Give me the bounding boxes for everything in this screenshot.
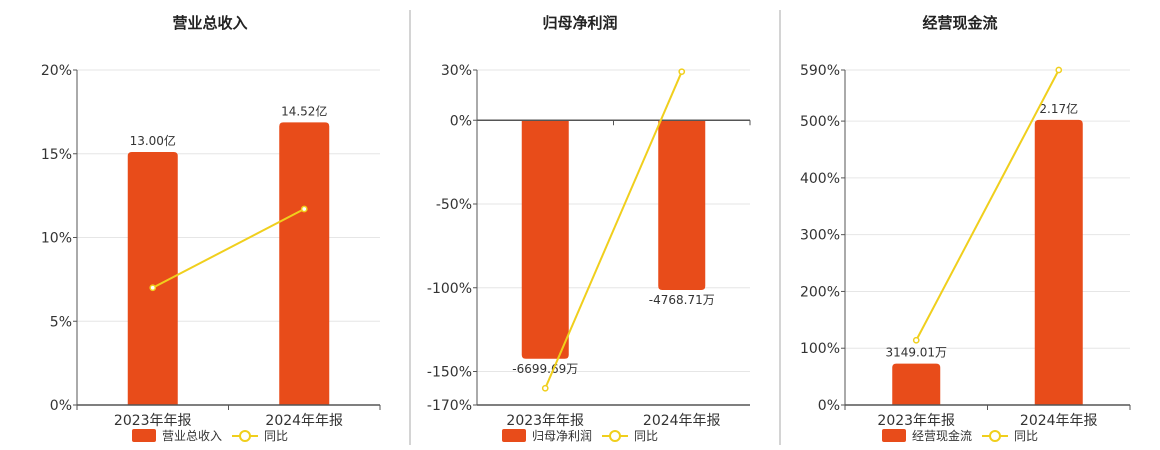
chart-title: 归母净利润 [542,14,617,32]
y-tick-label: 30% [441,63,472,79]
bar-data-label: -6699.69万 [512,362,578,376]
y-tick-label: 200% [800,284,840,300]
bar [658,120,706,291]
yoy-point [1055,66,1063,74]
y-tick-label: 15% [41,147,72,163]
yoy-point [912,336,920,344]
x-category-label: 2024年年报 [643,413,721,429]
yoy-line [544,71,683,389]
y-tick-label: -100% [427,281,472,297]
legend-line-marker [239,430,251,442]
bar-data-label: -4768.71万 [649,293,715,307]
x-category-label: 2023年年报 [506,413,584,429]
legend-bar-swatch [502,429,526,442]
y-tick-label: 10% [41,231,72,247]
legend-bar-label: 营业总收入 [162,429,222,443]
chart-title: 经营现金流 [922,14,997,32]
legend-line-label: 同比 [264,429,288,443]
legend-bar-swatch [882,429,906,442]
legend-line-marker [989,430,1001,442]
y-tick-label: 0% [818,398,840,414]
chart-title: 营业总收入 [172,14,247,32]
y-tick-label: 500% [800,114,840,130]
x-category-label: 2023年年报 [877,413,955,429]
legend-line-label: 同比 [634,429,658,443]
y-tick-label: 20% [41,63,72,79]
legend-line-marker [609,430,621,442]
y-tick-label: -150% [427,365,472,381]
yoy-point [300,205,308,213]
bar [521,120,569,359]
y-tick-label: 5% [50,314,72,330]
yoy-line [152,208,305,289]
legend-bar-label: 归母净利润 [532,429,592,443]
yoy-point [541,384,549,392]
y-tick-label: 590% [800,63,840,79]
x-category-label: 2023年年报 [114,413,192,429]
y-tick-label: 0% [450,113,472,129]
legend-line-label: 同比 [1014,429,1038,443]
legend-bar-label: 经营现金流 [912,428,972,443]
legend-bar-swatch [132,429,156,442]
bar [1034,119,1083,405]
y-tick-label: -50% [436,197,472,213]
yoy-line [915,69,1060,341]
bar-data-label: 3149.01万 [885,346,947,360]
bar [127,151,178,405]
bar [279,122,330,405]
bar-data-label: 2.17亿 [1039,101,1078,116]
yoy-point [149,284,157,292]
y-tick-label: 100% [800,341,840,357]
bar-data-label: 13.00亿 [130,133,176,148]
bar-data-label: 14.52亿 [281,103,327,118]
bar [892,363,941,405]
y-tick-label: 300% [800,228,840,244]
y-tick-label: 0% [50,398,72,414]
x-category-label: 2024年年报 [265,413,343,429]
x-category-label: 2024年年报 [1020,413,1098,429]
y-tick-label: -170% [427,398,472,414]
yoy-point [678,68,686,76]
y-tick-label: 400% [800,171,840,187]
